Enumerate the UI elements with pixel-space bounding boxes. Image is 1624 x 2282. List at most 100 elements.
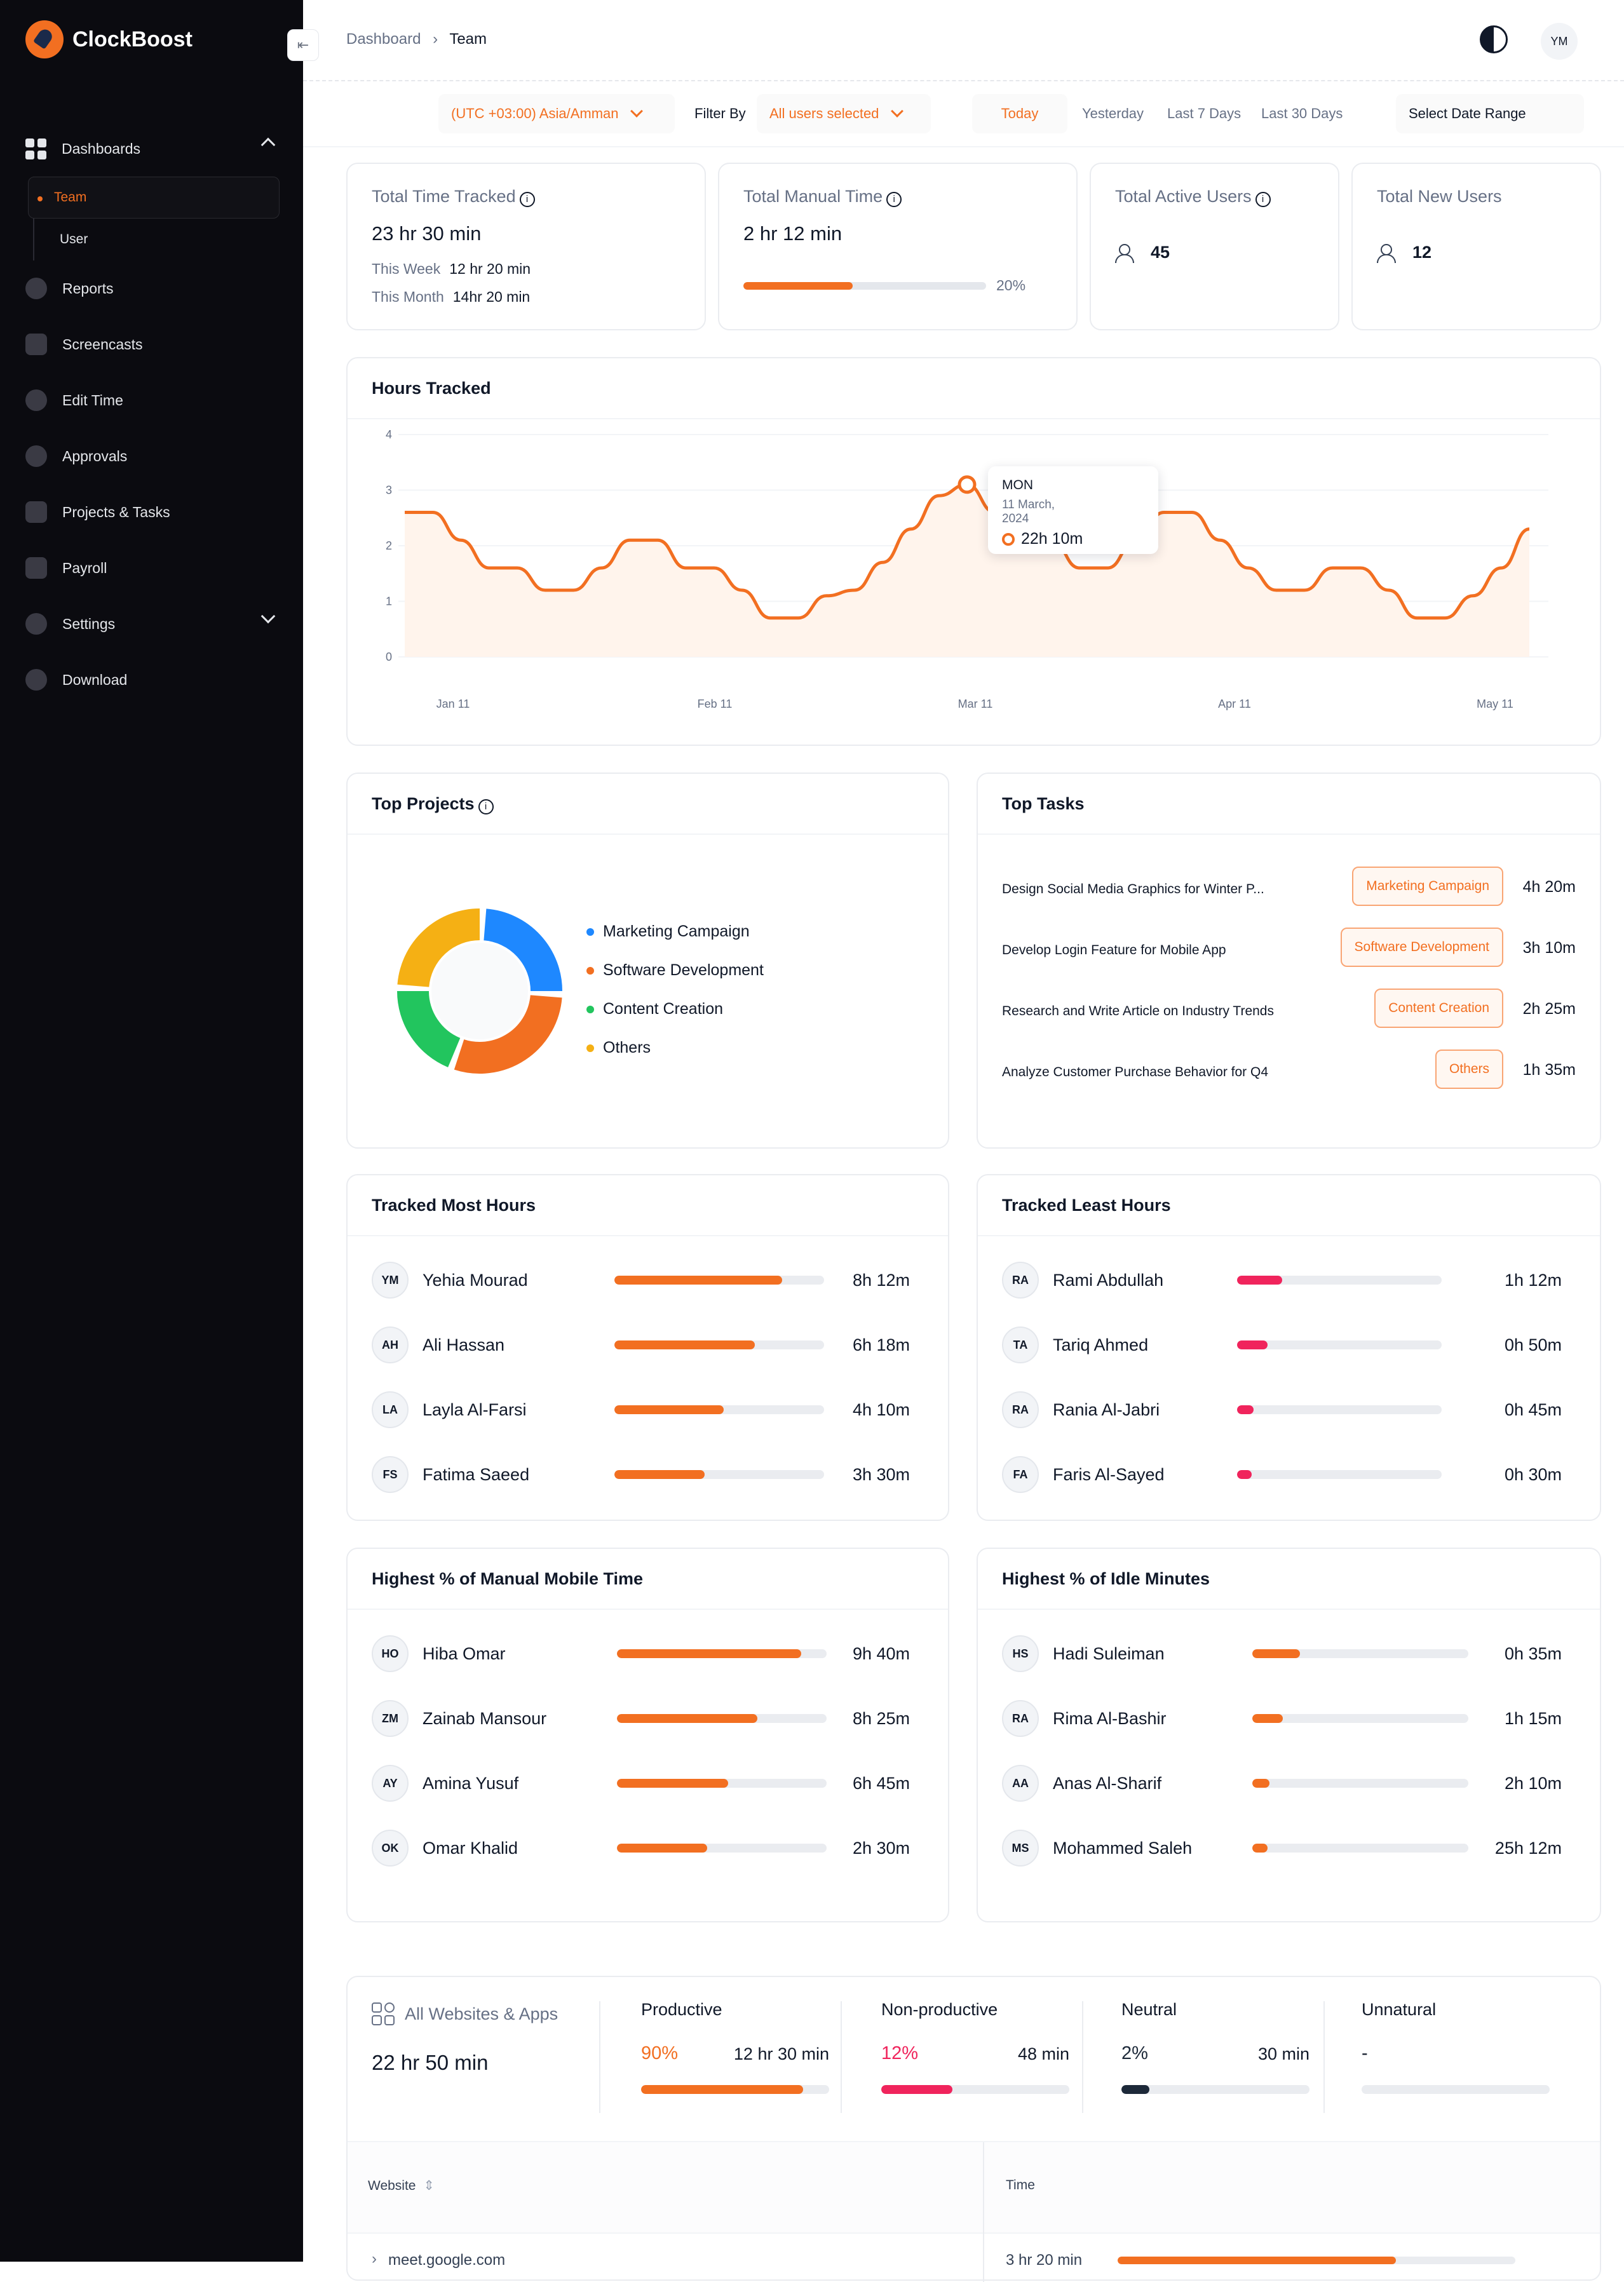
task-name: Develop Login Feature for Mobile App xyxy=(1002,943,1226,957)
sidebar-subitem-user[interactable]: User xyxy=(34,219,280,260)
tracked-time: 8h 25m xyxy=(852,1709,910,1728)
sidebar-item-projects-tasks[interactable]: Projects & Tasks xyxy=(25,484,280,540)
category-label: Productive xyxy=(641,2000,722,2019)
website-time-bar-fill xyxy=(1118,2257,1397,2264)
breadcrumb-root[interactable]: Dashboard xyxy=(346,30,421,48)
users-select[interactable]: All users selected xyxy=(757,94,931,133)
timezone-select[interactable]: (UTC +03:00) Asia/Amman xyxy=(438,94,675,133)
sidebar-subitem-team[interactable]: Team xyxy=(28,177,280,219)
x-tick-label: May 11 xyxy=(1477,698,1513,710)
sidebar: ClockBoost Dashboards Team User Reports … xyxy=(0,0,303,2262)
task-project-tag[interactable]: Content Creation xyxy=(1374,989,1503,1028)
progress-bar xyxy=(617,1714,827,1723)
tooltip-value: 22h 10m xyxy=(1021,530,1083,548)
date-last7-button[interactable]: Last 7 Days xyxy=(1167,105,1242,121)
user-name[interactable]: Hiba Omar xyxy=(423,1644,506,1663)
monitor-icon xyxy=(25,334,47,355)
chart-tooltip: MON 11 March, 2024 22h 10m xyxy=(988,466,1158,554)
date-today-button[interactable]: Today xyxy=(972,94,1067,133)
user-name[interactable]: Ali Hassan xyxy=(423,1335,505,1354)
task-project-tag[interactable]: Others xyxy=(1435,1050,1503,1089)
progress-fill xyxy=(1237,1470,1252,1479)
user-name[interactable]: Hadi Suleiman xyxy=(1053,1644,1165,1663)
app-logo[interactable]: ClockBoost xyxy=(25,20,193,58)
tracked-time: 0h 35m xyxy=(1504,1644,1562,1663)
card-divider xyxy=(348,1609,948,1610)
task-time: 2h 25m xyxy=(1522,1000,1576,1018)
progress-bar xyxy=(614,1276,824,1285)
task-name: Research and Write Article on Industry T… xyxy=(1002,1004,1274,1018)
user-name[interactable]: Rima Al-Bashir xyxy=(1053,1709,1167,1728)
top-tasks-title: Top Tasks xyxy=(1002,794,1085,813)
sidebar-item-approvals[interactable]: Approvals xyxy=(25,428,280,484)
user-name[interactable]: Omar Khalid xyxy=(423,1839,518,1858)
time-column-header: Time xyxy=(1006,2178,1035,2192)
y-tick-label: 2 xyxy=(386,539,392,552)
sidebar-item-dashboards[interactable]: Dashboards xyxy=(25,121,280,177)
category-time: 12 hr 30 min xyxy=(733,2044,829,2063)
tracked-time: 1h 12m xyxy=(1504,1271,1562,1290)
hours-tracked-chart[interactable]: 0 1 2 3 4 Jan 11 Feb 11 Mar 11 Apr 11 May 11 xyxy=(348,422,1600,739)
legend-label: Marketing Campaign xyxy=(603,922,750,940)
sort-icon[interactable]: ⇕ xyxy=(423,2178,435,2193)
legend-item: Content Creation xyxy=(586,1000,723,1018)
date-range-picker[interactable]: Select Date Range xyxy=(1396,94,1584,133)
x-tick-label: Feb 11 xyxy=(698,698,733,710)
theme-toggle-icon[interactable] xyxy=(1480,25,1508,53)
user-name[interactable]: Zainab Mansour xyxy=(423,1709,547,1728)
sidebar-item-label: Approvals xyxy=(62,447,128,464)
info-icon[interactable]: i xyxy=(886,191,902,207)
sidebar-item-settings[interactable]: Settings xyxy=(25,596,280,652)
avatar: OK xyxy=(372,1830,409,1867)
tracked-time: 0h 50m xyxy=(1504,1335,1562,1354)
info-icon[interactable]: i xyxy=(1255,191,1271,207)
user-name[interactable]: Anas Al-Sharif xyxy=(1053,1774,1162,1793)
info-icon[interactable]: i xyxy=(478,799,494,814)
user-name[interactable]: Faris Al-Sayed xyxy=(1053,1465,1165,1484)
donut-slice[interactable] xyxy=(483,908,562,992)
user-name[interactable]: Amina Yusuf xyxy=(423,1774,519,1793)
progress-fill xyxy=(617,1779,728,1788)
legend-label: Content Creation xyxy=(603,1000,724,1018)
donut-slice[interactable] xyxy=(454,994,562,1074)
website-column-label: Website xyxy=(368,2178,416,2193)
date-yesterday-button[interactable]: Yesterday xyxy=(1082,105,1144,121)
user-name[interactable]: Mohammed Saleh xyxy=(1053,1839,1193,1858)
user-name[interactable]: Rami Abdullah xyxy=(1053,1271,1164,1290)
collapse-sidebar-icon[interactable]: ⇤ xyxy=(287,29,319,61)
sidebar-item-edit-time[interactable]: Edit Time xyxy=(25,372,280,428)
highlighted-point[interactable] xyxy=(957,475,977,494)
pie-chart-icon xyxy=(25,278,47,299)
donut-slice[interactable] xyxy=(397,990,461,1068)
sidebar-item-screencasts[interactable]: Screencasts xyxy=(25,316,280,372)
info-icon[interactable]: i xyxy=(519,191,535,207)
user-name[interactable]: Fatima Saeed xyxy=(423,1465,530,1484)
category-bar xyxy=(881,2085,1069,2094)
website-column-header[interactable]: Website ⇕ xyxy=(368,2178,435,2194)
sidebar-item-reports[interactable]: Reports xyxy=(25,260,280,316)
card-divider xyxy=(348,1235,948,1236)
tooltip-year: 2024 xyxy=(1002,512,1029,525)
card-divider xyxy=(978,1609,1600,1610)
date-last30-button[interactable]: Last 30 Days xyxy=(1261,105,1343,121)
user-name[interactable]: Tariq Ahmed xyxy=(1053,1335,1149,1354)
sidebar-item-payroll[interactable]: Payroll xyxy=(25,540,280,596)
chevron-right-icon: › xyxy=(433,30,438,48)
y-tick-label: 4 xyxy=(386,428,392,441)
user-name[interactable]: Rania Al-Jabri xyxy=(1053,1400,1160,1419)
top-projects-donut-chart[interactable] xyxy=(391,902,569,1080)
donut-slice[interactable] xyxy=(397,908,480,988)
progress-fill xyxy=(1237,1276,1282,1285)
sidebar-item-download[interactable]: Download xyxy=(25,652,280,708)
chevron-up-icon[interactable] xyxy=(261,137,276,152)
user-name[interactable]: Yehia Mourad xyxy=(423,1271,528,1290)
active-users-value: 45 xyxy=(1151,243,1170,262)
user-avatar[interactable]: YM xyxy=(1541,23,1578,60)
chevron-down-icon[interactable] xyxy=(261,609,276,624)
table-row[interactable]: › meet.google.com 3 hr 20 min xyxy=(348,2234,1600,2282)
task-project-tag[interactable]: Software Development xyxy=(1340,928,1503,967)
task-project-tag[interactable]: Marketing Campaign xyxy=(1352,867,1503,906)
progress-bar xyxy=(1237,1405,1442,1414)
user-name[interactable]: Layla Al-Farsi xyxy=(423,1400,527,1419)
chevron-right-icon[interactable]: › xyxy=(372,2250,377,2267)
